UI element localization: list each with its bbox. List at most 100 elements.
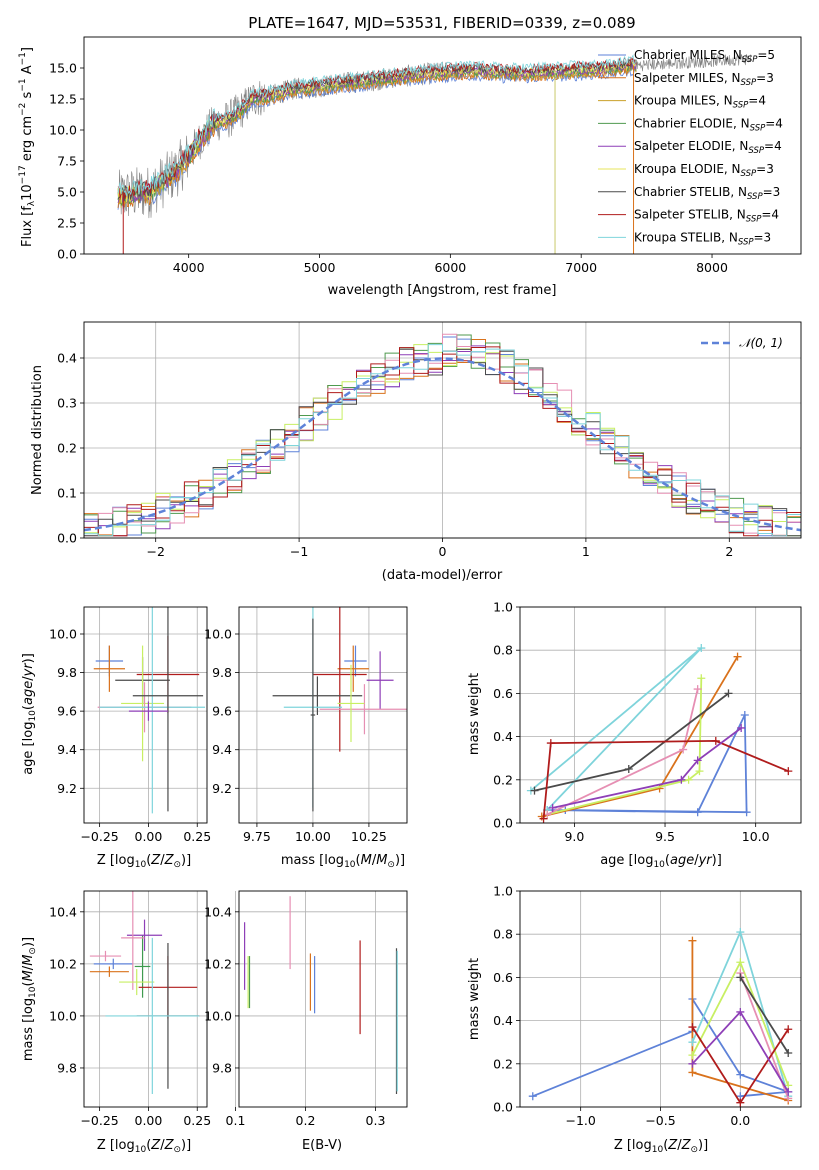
- weight-marker: [736, 1070, 745, 1079]
- y-tick-label: 12.5: [49, 92, 77, 107]
- spectrum-ylabel: Flux [fλ10−17 erg cm−2 s−1 A−1]: [18, 47, 37, 247]
- y-tick-label: 10.0: [204, 627, 232, 642]
- y-tick-label: 5.0: [57, 185, 77, 200]
- errorbar-point-10: [105, 937, 200, 1094]
- age-vs-mass-xlabel: mass [log10(M/M⊙)]: [281, 853, 405, 870]
- age-vs-z-xlabel: Z [log10(Z/Z⊙)]: [97, 853, 191, 870]
- x-tick-label: 10.0: [742, 829, 770, 844]
- errorbar-point-4: [312, 607, 367, 752]
- weight-marker: [688, 1038, 697, 1047]
- weight-marker: [693, 685, 702, 694]
- y-tick-label: 10.2: [204, 956, 232, 971]
- errorbar-point-7: [99, 607, 206, 814]
- x-tick-label: 9.75: [243, 829, 271, 844]
- x-tick-label: 7000: [565, 260, 597, 275]
- y-tick-label: 0.3: [57, 396, 77, 411]
- plot-content: [117, 53, 752, 254]
- weight-marker: [684, 775, 693, 784]
- weight-marker: [688, 1059, 697, 1068]
- y-tick-label: 0.0: [57, 531, 77, 546]
- weight-marker: [742, 808, 751, 817]
- errorbar-point-3: [89, 966, 129, 977]
- weight-marker: [679, 745, 688, 754]
- x-tick-label: 0.0: [730, 1113, 750, 1128]
- residuals-ylabel: Normed distribution: [30, 365, 45, 495]
- errorbar-point-8: [132, 607, 204, 812]
- axis-ticks: 0.1 0.2 0.3 9.8 10.0 10.2 10.4: [204, 904, 385, 1128]
- residuals-panel: −2 −1 0 1 2 0.0 0.1 0.2 0.3 0.4 𝒩(0, 1) (data-mod…: [30, 321, 802, 583]
- x-tick-label: 0.25: [183, 1113, 211, 1128]
- mass-vs-z-plot-area: −0.25 0.00 0.25 9.8 10.0 10.2 10.4: [49, 890, 211, 1128]
- legend-label-2: Salpeter MILES, NSSP=3: [634, 71, 774, 88]
- weight-marker: [528, 1092, 537, 1101]
- errorbar-point-9: [128, 701, 168, 721]
- y-tick-label: 10.0: [49, 123, 77, 138]
- errorbar-point-2: [93, 958, 133, 970]
- x-tick-label: −1: [290, 544, 308, 559]
- mass-vs-z-panel: −0.25 0.00 0.25 9.8 10.0 10.2 10.4 Z [log10(Z/…: [21, 890, 211, 1155]
- x-tick-label: 9.0: [564, 829, 584, 844]
- legend-label-8: Salpeter STELIB, NSSP=4: [634, 208, 779, 225]
- weight-marker: [546, 739, 555, 748]
- errorbar-point-6: [319, 684, 407, 735]
- axis-ticks: 4000 5000 6000 7000 8000 0.0 2.5 5.0 7.5 10.0 12.5…: [49, 61, 728, 276]
- weight-marker: [688, 1023, 697, 1032]
- y-tick-label: 9.8: [57, 1060, 77, 1075]
- legend-label-6: Kroupa ELODIE, NSSP=3: [634, 162, 774, 179]
- legend-label-7: Chabrier STELIB, NSSP=3: [634, 185, 780, 202]
- residuals-legend: 𝒩(0, 1): [701, 336, 783, 350]
- legend-label-9: Kroupa STELIB, NSSP=3: [634, 230, 771, 247]
- errorbar-point-1: [344, 645, 367, 677]
- weight-line-1: [547, 714, 748, 814]
- x-tick-label: −2: [146, 544, 164, 559]
- plot-content: [528, 928, 793, 1107]
- y-tick-label: 0.6: [493, 970, 513, 985]
- errorbar-point-2: [93, 645, 125, 692]
- legend-label-3: Kroupa MILES, NSSP=4: [634, 94, 766, 111]
- gaussian-legend-label: 𝒩(0, 1): [739, 336, 783, 350]
- legend-label-5: Salpeter ELODIE, NSSP=4: [634, 139, 782, 156]
- spectrum-plot-area: 4000 5000 6000 7000 8000 0.0 2.5 5.0 7.5 10.0 12.5…: [49, 36, 802, 276]
- mass-vs-ebv-panel: 0.1 0.2 0.3 9.8 10.0 10.2 10.4 E(B-V): [204, 890, 408, 1153]
- y-tick-label: 1.0: [493, 884, 513, 899]
- x-tick-label: 0.00: [135, 829, 163, 844]
- legend-label-1: Chabrier MILES, NSSP=5: [634, 48, 775, 65]
- errorbar-point-9: [310, 618, 316, 812]
- x-tick-label: 1: [582, 544, 590, 559]
- mass-vs-ebv-plot-area: 0.1 0.2 0.3 9.8 10.0 10.2 10.4: [204, 890, 408, 1128]
- axis-ticks: −2 −1 0 1 2 0.0 0.1 0.2 0.3 0.4: [57, 351, 733, 560]
- y-tick-label: 9.6: [212, 704, 232, 719]
- massweight-vs-z-xlabel: Z [log10(Z/Z⊙)]: [614, 1138, 708, 1155]
- x-tick-label: 10.25: [351, 829, 387, 844]
- y-tick-label: 9.8: [57, 665, 77, 680]
- massweight-vs-age-plot-area: 9.0 9.5 10.0 0.0 0.2 0.4 0.6 0.8 1.0: [493, 600, 802, 844]
- y-tick-label: 10.2: [49, 956, 77, 971]
- x-tick-label: −1.0: [565, 1113, 595, 1128]
- x-tick-label: 4000: [173, 260, 205, 275]
- plot-content: [84, 333, 801, 538]
- weight-marker: [688, 1051, 697, 1060]
- axis-ticks: −1.0 −0.5 0.0 0.0 0.2 0.4 0.6 0.8 1.0: [493, 884, 750, 1129]
- x-tick-label: 8000: [696, 260, 728, 275]
- plot-frame: [238, 890, 408, 1108]
- weight-marker: [733, 652, 742, 661]
- model-spectrum-line-4: [117, 61, 637, 207]
- y-tick-label: 0.4: [493, 1013, 513, 1028]
- spectrum-legend: Chabrier MILES, NSSP=5 Salpeter MILES, NS…: [598, 48, 783, 247]
- massweight-vs-age-panel: 9.0 9.5 10.0 0.0 0.2 0.4 0.6 0.8 1.0 age [log10(…: [467, 600, 802, 870]
- weight-marker: [736, 1007, 745, 1016]
- x-tick-label: 6000: [434, 260, 466, 275]
- massweight-vs-z-ylabel: mass weight: [467, 958, 482, 1040]
- y-tick-label: 0.0: [493, 1100, 513, 1115]
- y-tick-label: 9.6: [57, 704, 77, 719]
- plot-frame: [83, 321, 802, 539]
- axis-ticks: −0.25 0.00 0.25 9.2 9.4 9.6 9.8 10.0: [49, 627, 211, 845]
- y-tick-label: 9.8: [212, 665, 232, 680]
- x-tick-label: 10.00: [295, 829, 331, 844]
- y-tick-label: 10.0: [49, 1008, 77, 1023]
- massweight-vs-age-ylabel: mass weight: [467, 673, 482, 755]
- y-tick-label: 9.8: [212, 1060, 232, 1075]
- massweight-vs-z-plot-area: −1.0 −0.5 0.0 0.0 0.2 0.4 0.6 0.8 1.0: [493, 884, 802, 1129]
- y-tick-label: 0.0: [57, 247, 77, 262]
